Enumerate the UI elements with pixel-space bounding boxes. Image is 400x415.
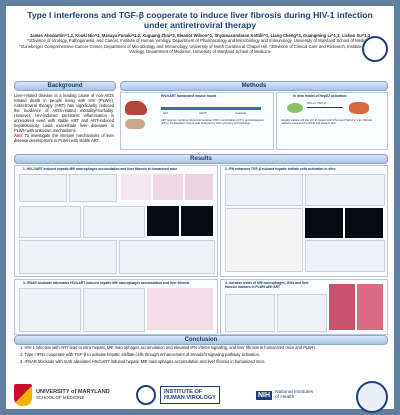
conclusion-list: 1. HIV-1 infection with ART lead to intr… [20,344,380,365]
seal-emblem [362,36,388,62]
methods-left-title: HIV/cART humanized mouse model [161,94,217,98]
fig1-title: 1. HIV-1/ART induced hepatic MΦ macropha… [23,167,178,171]
fig1-plot-f [119,240,215,274]
poster-title: Type I interferons and TGF-β cooperate t… [6,10,394,30]
background-paragraph: Liver-related disease is a leading cause… [14,93,114,134]
umd-wordmark: UNIVERSITY of MARYLAND SCHOOL OF MEDICIN… [36,389,110,402]
nih-wordmark: National Institutes of Health [275,390,313,401]
methods-header: Methods [120,81,388,91]
ihv-emblem-icon [136,385,156,405]
liver-icon [125,101,147,115]
fig3-histology [147,288,213,330]
umd-line-2: SCHOOL OF MEDICINE [36,395,85,400]
title-line-2: under antiretroviral therapy [143,20,257,30]
fig1-fluor-2 [181,206,213,236]
umd-logo: UNIVERSITY of MARYLAND SCHOOL OF MEDICIN… [14,379,110,411]
arrow-icon [307,107,343,108]
aim-text: : To investigate the immune mechanisms o… [14,133,114,144]
timeline-step-2: cART [199,111,207,115]
methods-right-title: In vitro model of HepG2 activation [293,94,347,98]
fig2-plot-b [305,174,385,206]
ihv-line-2: HUMAN VIROLOGY [164,395,216,401]
background-text: Liver-related disease is a leading cause… [14,93,114,143]
fig4-plot-b [277,294,327,332]
nih-line-1: National Institutes [275,389,314,395]
conclusion-item: 2. Type I IFNs cooperate with TGF-β to a… [20,352,260,357]
fig1-plot-d [83,206,145,238]
poster: Type I interferons and TGF-β cooperate t… [6,6,394,413]
fig3-plot-a [19,288,81,332]
results-fig2: 2. IFN enhances TGF-β induced hepatic st… [220,165,388,277]
nih-line-2: of Health [275,395,295,400]
nih-logo: NIH National Institutes of Health [256,379,313,411]
results-fig1: 1. HIV-1/ART induced hepatic MΦ macropha… [14,165,218,277]
fig1-plot-c [19,206,81,238]
methods-right-note: Hepatic stellate cell line (LX-2) treate… [281,119,372,126]
fig4-plot-a [225,294,275,332]
author-names: James Ahodantin^1,2, Kouki Nio^1, Masaya… [29,33,371,38]
results-header: Results [14,154,388,164]
fig1-histology-3 [185,174,213,200]
fig2-western-blot [225,208,303,272]
results-fig4: 4. Increase levels of MΦ macrophages, IS… [220,279,388,335]
fig1-fluor-1 [147,206,179,236]
treatment-label: IFN-α / TGF-β [307,101,326,105]
mouse-icon [125,119,145,129]
fig1-histology-2 [153,174,183,200]
background-header: Background [14,81,116,91]
fig1-plot-e [19,240,117,274]
conclusion-item: 3. IFNAR blockade with mAb alleviates HI… [20,359,266,364]
fig2-plot-c [305,240,385,272]
activated-cell-icon [349,102,369,114]
conclusion-header: Conclusion [14,335,388,345]
fig3-title: 3. IFNAR blockade attenuates HIV/cART in… [23,281,190,285]
author-block: James Ahodantin^1,2, Kouki Nio^1, Masaya… [16,33,384,54]
fig4-histology-2 [357,284,383,330]
author-affiliations: ^1Division of Virology, Pathogenesis, an… [18,38,382,54]
methods-legend: ART regimen: tenofovir disoproxil fumara… [161,119,265,126]
methods-right-box: In vitro model of HepG2 activation IFN-α… [276,92,388,150]
fig2-title: 2. IFN enhances TGF-β induced hepatic st… [225,167,336,171]
fig2-fluor-2 [345,208,383,238]
fig3-plot-b [83,288,145,332]
aim-label: Aim [14,133,22,139]
timeline-step-3: Analysis [235,111,247,115]
fig2-fluor-1 [305,208,343,238]
ihv-wordmark: INSTITUTE OF HUMAN VIROLOGY [160,385,220,405]
umd-shield-icon [14,384,32,406]
fig4-histology-1 [329,284,355,330]
results-fig3: 3. IFNAR blockade attenuates HIV/cART in… [14,279,218,335]
fig1-plot-a [19,174,67,202]
fig1-plot-b [69,174,117,202]
umd-line-1: UNIVERSITY of MARYLAND [36,388,110,395]
aa-emblem-icon [356,381,388,413]
methods-left-box: HIV/cART humanized mouse model HIV cART … [120,92,274,150]
ihv-logo: INSTITUTE OF HUMAN VIROLOGY [136,379,220,411]
nih-mark: NIH [256,390,273,400]
fig1-histology-1 [121,174,151,200]
timeline-step-1: HIV [163,111,169,115]
cell-icon [287,103,303,113]
fig2-plot-a [225,174,303,206]
fig4-title: 4. Increase levels of MΦ macrophages, IS… [225,281,309,289]
conclusion-item: 1. HIV-1 infection with ART lead to intr… [20,345,316,350]
title-line-1: Type I interferons and TGF-β cooperate t… [27,10,373,20]
ihv-line-1: INSTITUTE OF [164,388,203,395]
timeline-bar [161,107,261,110]
